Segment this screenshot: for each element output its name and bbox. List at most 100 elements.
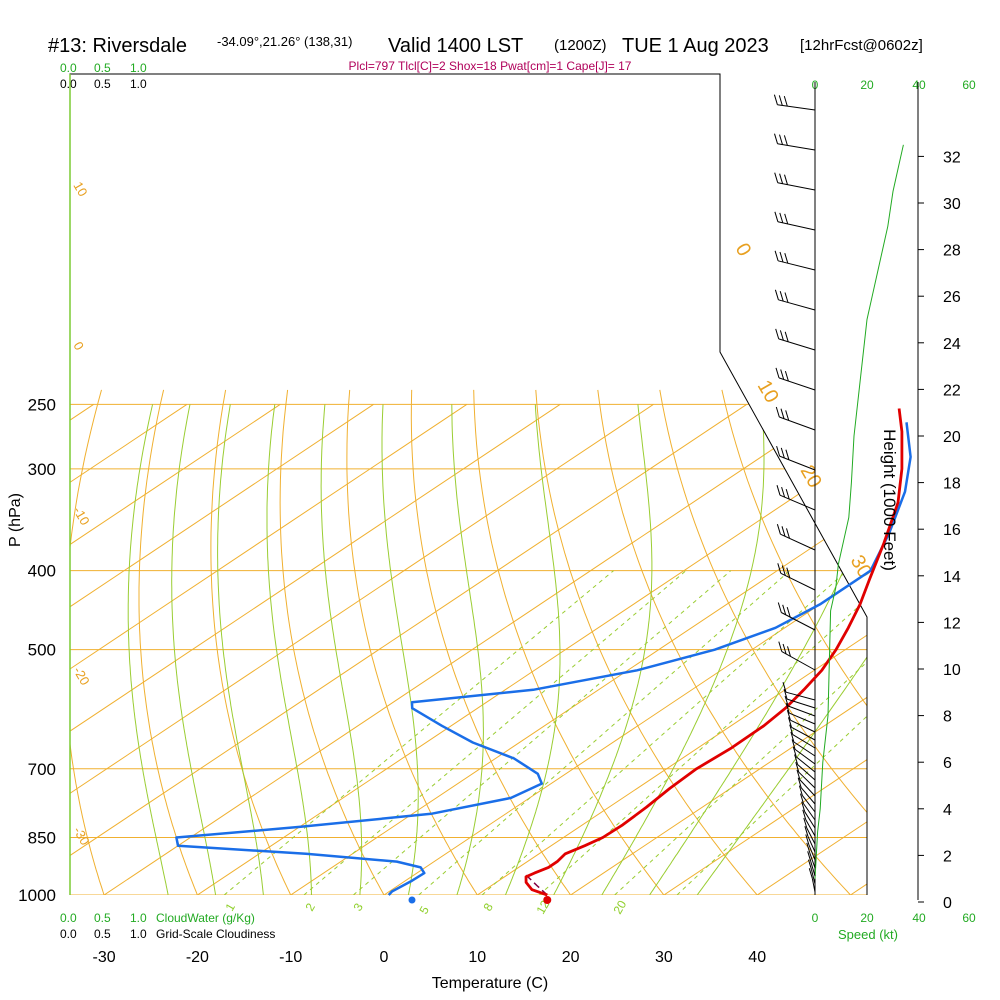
dry-adiabat-line [597, 389, 867, 895]
cloudiness-tick: 1.0 [130, 927, 147, 941]
wind-barb-feather [784, 695, 789, 707]
wind-barb-staff [811, 878, 816, 893]
moist-adiabat-line [684, 404, 867, 895]
wind-barb-feather [788, 717, 792, 728]
isotherm-line [290, 403, 867, 895]
wind-barb-feather [779, 251, 784, 263]
temperature-tick-label: 40 [748, 949, 766, 966]
wind-barb-feather [786, 567, 791, 578]
wind-barb-staff [779, 494, 816, 511]
isotherm-line [70, 403, 748, 895]
wind-barb-feather [775, 367, 780, 379]
profiles [175, 408, 912, 904]
speed-tick: 20 [860, 78, 874, 92]
wind-barb-staff [795, 756, 816, 773]
height-tick-label: 20 [943, 429, 961, 446]
isotherm-line [70, 403, 654, 895]
moist-adiabat-line [171, 404, 219, 895]
wind-barb-feather [774, 250, 779, 261]
wind-barb-staff [797, 764, 816, 781]
wind-barb-staff [777, 260, 816, 271]
wind-barb-staff [785, 691, 816, 701]
mixing-ratio-label: 5 [416, 903, 432, 916]
cloudwater-scale-bottom: 0.0 0.5 1.0 CloudWater (g/Kg) 0.0 0.5 1.… [60, 911, 275, 941]
cloudiness-tick: 1.0 [130, 77, 147, 91]
dry-adiabat-line [970, 390, 1000, 912]
speed-tick: 0 [812, 911, 819, 925]
valid-time: Valid 1400 LST [388, 35, 523, 57]
wind-barb-feather [774, 133, 778, 144]
height-tick-label: 18 [943, 476, 961, 493]
cloudwater-tick: 1.0 [130, 61, 147, 75]
cloudiness-tick: 0.0 [60, 77, 77, 91]
isotherm-line [70, 403, 374, 895]
wind-barb-feather [783, 688, 788, 700]
height-tick-label: 30 [943, 196, 961, 213]
wind-barb-feather [800, 793, 804, 804]
moist-adiabat-line [590, 404, 765, 895]
wind-barb-staff [790, 719, 816, 733]
pressure-tick-label: 400 [28, 562, 56, 581]
height-tick-label: 6 [943, 755, 952, 772]
wind-barb-feather [784, 174, 788, 185]
temperature-tick-label: 0 [380, 949, 389, 966]
parcel-path-line [525, 874, 548, 896]
speed-label: Speed (kt) [838, 927, 898, 942]
moist-adiabat-line [217, 404, 266, 895]
dry-adiabat-line [346, 389, 489, 895]
mixing-ratio-label: 2 [302, 900, 318, 913]
mixing-ratio-line [223, 570, 614, 895]
wind-barb-staff [789, 712, 816, 725]
height-tick-label: 26 [943, 289, 961, 306]
wind-barb-staff [811, 869, 816, 885]
cloudwater-scale-top: 0.0 0.5 1.0 0.0 0.5 1.0 [60, 61, 147, 91]
moist-adiabat-line [637, 404, 867, 895]
wind-barb-staff [778, 338, 816, 351]
mixing-ratio-line [303, 570, 687, 895]
wind-barb-feather [801, 801, 806, 812]
mixing-ratio-line [418, 570, 791, 895]
wind-barb-feather [780, 369, 785, 380]
wind-barb-feather [774, 289, 779, 300]
y-axis-label: P (hPa) [7, 493, 24, 547]
wind-barb-feather [776, 485, 781, 496]
speed-tick: 20 [860, 911, 874, 925]
moist-adiabat-line [127, 404, 172, 895]
dewpoint-line [175, 422, 912, 896]
pressure-tick-label: 300 [28, 460, 56, 479]
wind-barb-staff [779, 455, 816, 471]
pressure-tick-label: 700 [28, 760, 56, 779]
wind-barb-feather [779, 212, 784, 224]
isotherm-line [70, 403, 281, 895]
wind-barbs [773, 94, 904, 893]
height-tick-label: 4 [943, 802, 952, 819]
wind-barb-feather [804, 826, 809, 837]
wind-barb-staff [800, 787, 816, 805]
wind-barb-feather [790, 731, 795, 743]
wind-barb-staff [781, 651, 816, 671]
pressure-tick-label: 850 [28, 828, 56, 847]
mixing-ratio-line [481, 570, 848, 895]
wind-barb-feather [783, 95, 788, 107]
surface-temperature-dot [543, 896, 552, 904]
isotherm-line [103, 403, 841, 895]
height-tick-label: 2 [943, 848, 952, 865]
moist-adiabat-line [544, 404, 653, 895]
wind-barb-feather [796, 769, 801, 781]
station-coords: -34.09°,21.26° (138,31) [217, 34, 352, 49]
wind-barb-feather [802, 809, 807, 820]
wind-barb-feather [779, 173, 784, 184]
wind-barb-feather [779, 291, 784, 302]
mixing-ratio-label: 3 [350, 900, 366, 913]
wind-barb-feather [795, 762, 800, 773]
wind-barb-staff [780, 572, 816, 591]
cloudiness-tick: 0.5 [94, 77, 111, 91]
dry-adiabat-line [845, 389, 867, 895]
mixing-ratio-line [353, 570, 732, 895]
wind-barb-feather [789, 724, 794, 735]
plot-border [69, 73, 868, 895]
wind-barb-staff [779, 416, 816, 431]
stability-indices: Plcl=797 Tlcl[C]=2 Shox=18 Pwat[cm]=1 Ca… [349, 59, 632, 73]
wind-barb-feather [784, 331, 789, 342]
wind-barb-feather [774, 172, 779, 183]
